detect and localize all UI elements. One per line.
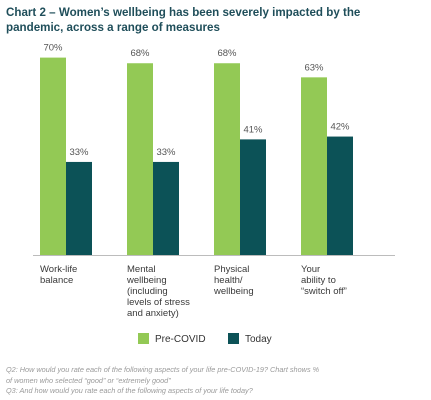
- bar-pre-covid-1: [40, 57, 66, 255]
- chart-title: Chart 2 – Women’s wellbeing has been sev…: [6, 5, 426, 35]
- chart-title-line-1: Chart 2 – Women’s wellbeing has been sev…: [6, 6, 361, 19]
- bar-today-1: [66, 161, 92, 255]
- legend-swatch-today: [228, 333, 239, 344]
- category-label-4-line-3: “switch off”: [301, 286, 347, 297]
- category-label-3-line-3: wellbeing: [214, 286, 254, 297]
- legend-item-pre-covid: Pre-COVID: [138, 333, 206, 346]
- data-label-today-4: 42%: [330, 122, 350, 133]
- bar-pre-covid-4: [301, 77, 327, 255]
- category-label-2-line-1: Mental: [127, 264, 156, 275]
- legend-swatch-pre-covid: [138, 333, 149, 344]
- bar-today-2: [153, 161, 179, 255]
- footnote: Q2: How would you rate each of the follo…: [6, 365, 426, 397]
- category-label-2-line-5: and anxiety): [127, 308, 179, 319]
- legend-item-today: Today: [228, 333, 272, 346]
- footnote-line-1: Q2: How would you rate each of the follo…: [6, 365, 320, 374]
- category-label-2-line-4: levels of stress: [127, 297, 190, 308]
- category-label-1-line-2: balance: [40, 275, 74, 286]
- chart-title-line-2: pandemic, across a range of measures: [6, 21, 220, 34]
- category-label-4: Your ability to “switch off”: [301, 264, 381, 297]
- category-label-4-line-2: ability to: [301, 275, 336, 286]
- data-label-today-1: 33%: [69, 147, 89, 158]
- bar-today-4: [327, 136, 353, 255]
- chart-legend: Pre-COVID Today: [0, 333, 431, 347]
- category-label-2-line-3: (including: [127, 286, 168, 297]
- category-label-1: Work-life balance: [40, 264, 120, 286]
- category-label-3-line-1: Physical: [214, 264, 250, 275]
- data-label-pre-covid-4: 63%: [304, 62, 324, 73]
- category-label-3: Physical health/wellbeing: [214, 264, 294, 297]
- category-label-1-line-1: Work-life: [40, 264, 78, 275]
- bar-pre-covid-2: [127, 63, 153, 255]
- bar-chart: 70% 68% 68% 63% 33% 33% 41% 42%: [33, 43, 395, 256]
- category-label-4-line-1: Your: [301, 264, 321, 275]
- bar-today-3: [240, 139, 266, 255]
- footnote-line-2: of women who selected “good” or “extreme…: [6, 375, 171, 385]
- legend-label-pre-covid: Pre-COVID: [155, 334, 206, 345]
- footnote-line-3: Q3: And how would you rate each of the f…: [6, 386, 253, 395]
- category-label-3-line-2: health/: [214, 275, 243, 286]
- data-label-pre-covid-2: 68%: [130, 48, 150, 59]
- category-label-2-line-2: wellbeing: [127, 275, 167, 286]
- data-label-pre-covid-1: 70%: [43, 43, 63, 54]
- data-label-pre-covid-3: 68%: [217, 48, 237, 59]
- bar-pre-covid-3: [214, 63, 240, 255]
- legend-label-today: Today: [245, 334, 272, 345]
- category-label-2: Mental wellbeing (including levels of stres…: [127, 264, 207, 319]
- data-label-today-3: 41%: [243, 124, 263, 135]
- data-label-today-2: 33%: [156, 147, 176, 158]
